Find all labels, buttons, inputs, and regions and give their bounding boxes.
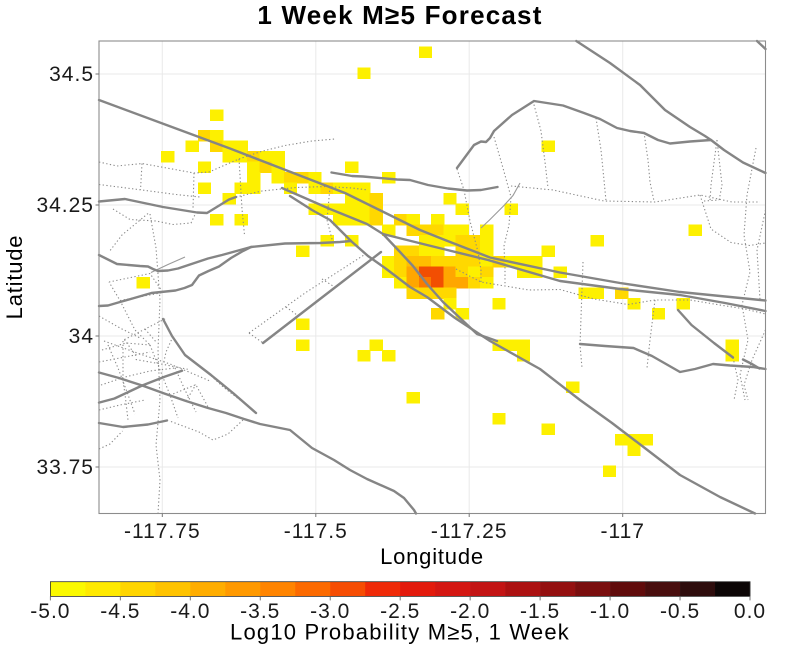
svg-text:-117.75: -117.75 xyxy=(124,520,201,543)
svg-text:-117.5: -117.5 xyxy=(284,520,348,543)
svg-text:33.75: 33.75 xyxy=(36,456,94,479)
svg-text:-0.5: -0.5 xyxy=(660,600,700,623)
svg-text:Latitude: Latitude xyxy=(2,235,27,320)
svg-text:-5.0: -5.0 xyxy=(30,600,70,623)
svg-text:-3.5: -3.5 xyxy=(240,600,280,623)
svg-text:-4.5: -4.5 xyxy=(100,600,140,623)
svg-text:34.25: 34.25 xyxy=(36,194,94,217)
svg-text:Longitude: Longitude xyxy=(380,544,484,569)
svg-text:-117.25: -117.25 xyxy=(431,520,508,543)
svg-text:-4.0: -4.0 xyxy=(170,600,210,623)
svg-text:34.5: 34.5 xyxy=(49,63,94,86)
svg-text:1 Week M≥5 Forecast: 1 Week M≥5 Forecast xyxy=(257,0,542,30)
svg-text:-3.0: -3.0 xyxy=(310,600,350,623)
svg-text:-117: -117 xyxy=(600,520,644,543)
svg-text:Log10 Probability M≥5, 1 Week: Log10 Probability M≥5, 1 Week xyxy=(230,620,570,645)
svg-text:34: 34 xyxy=(69,325,94,348)
svg-text:-2.5: -2.5 xyxy=(380,600,420,623)
svg-text:-1.5: -1.5 xyxy=(520,600,560,623)
svg-text:0.0: 0.0 xyxy=(734,600,766,623)
svg-text:-1.0: -1.0 xyxy=(590,600,630,623)
svg-text:-2.0: -2.0 xyxy=(450,600,490,623)
